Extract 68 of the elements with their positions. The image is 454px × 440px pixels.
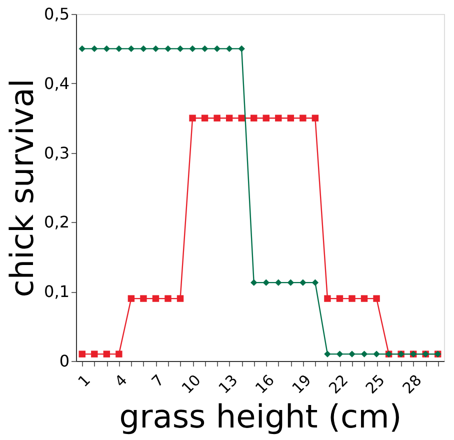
point [275, 279, 282, 286]
x-tick-label: 28 [398, 371, 426, 398]
point [373, 350, 380, 358]
point [312, 114, 319, 122]
y-tick-label: 0,1 [44, 282, 70, 302]
point [128, 295, 135, 302]
y-tick-label: 0,2 [44, 212, 70, 232]
point [287, 114, 294, 122]
point [360, 350, 368, 358]
point [164, 295, 172, 302]
point [238, 45, 245, 52]
x-tick-label: 19 [288, 371, 315, 398]
x-tick-label: 4 [111, 371, 131, 391]
point [116, 45, 122, 52]
point [103, 45, 110, 52]
x-tick-label: 7 [148, 371, 168, 391]
x-tick-label: 25 [362, 371, 388, 398]
point [226, 114, 233, 122]
point [214, 45, 220, 52]
y-tick-label: 0 [59, 352, 70, 370]
point [373, 295, 380, 302]
point [116, 350, 122, 358]
point [348, 350, 356, 358]
y-tick-label: 0,5 [44, 4, 70, 24]
point [78, 45, 86, 52]
point [300, 279, 306, 286]
point [287, 279, 294, 286]
point [336, 350, 344, 358]
y-axis-title: chick survival [3, 78, 42, 298]
point [238, 114, 245, 122]
point [189, 45, 196, 52]
y-tick-label: 0,3 [44, 143, 70, 162]
point [152, 295, 160, 302]
point [336, 295, 344, 302]
point [164, 45, 172, 52]
point [201, 114, 208, 122]
point [300, 114, 306, 122]
point [176, 295, 184, 302]
x-tick-label: 10 [178, 371, 204, 398]
point [324, 350, 331, 358]
point [201, 45, 208, 52]
point [250, 279, 258, 286]
point [189, 114, 196, 122]
y-tick-label: 0,4 [44, 74, 70, 93]
x-tick-label: 1 [74, 371, 94, 391]
x-tick-label: 13 [214, 371, 242, 398]
point [78, 350, 86, 358]
point [91, 45, 98, 52]
point [262, 114, 270, 122]
point [103, 350, 110, 358]
point [214, 114, 220, 122]
point [262, 279, 270, 286]
point [348, 295, 356, 302]
point [152, 45, 160, 52]
point [324, 295, 331, 302]
point [91, 350, 98, 358]
point [312, 279, 319, 286]
point [140, 295, 147, 302]
x-tick-label: 16 [252, 371, 278, 398]
point [250, 114, 258, 122]
x-tick-label: 22 [325, 371, 352, 398]
point [275, 114, 282, 122]
point [360, 295, 368, 302]
point [140, 45, 147, 52]
point [128, 45, 135, 52]
point [176, 45, 184, 52]
x-axis-title: grass height (cm) [119, 398, 402, 436]
point [226, 45, 233, 52]
